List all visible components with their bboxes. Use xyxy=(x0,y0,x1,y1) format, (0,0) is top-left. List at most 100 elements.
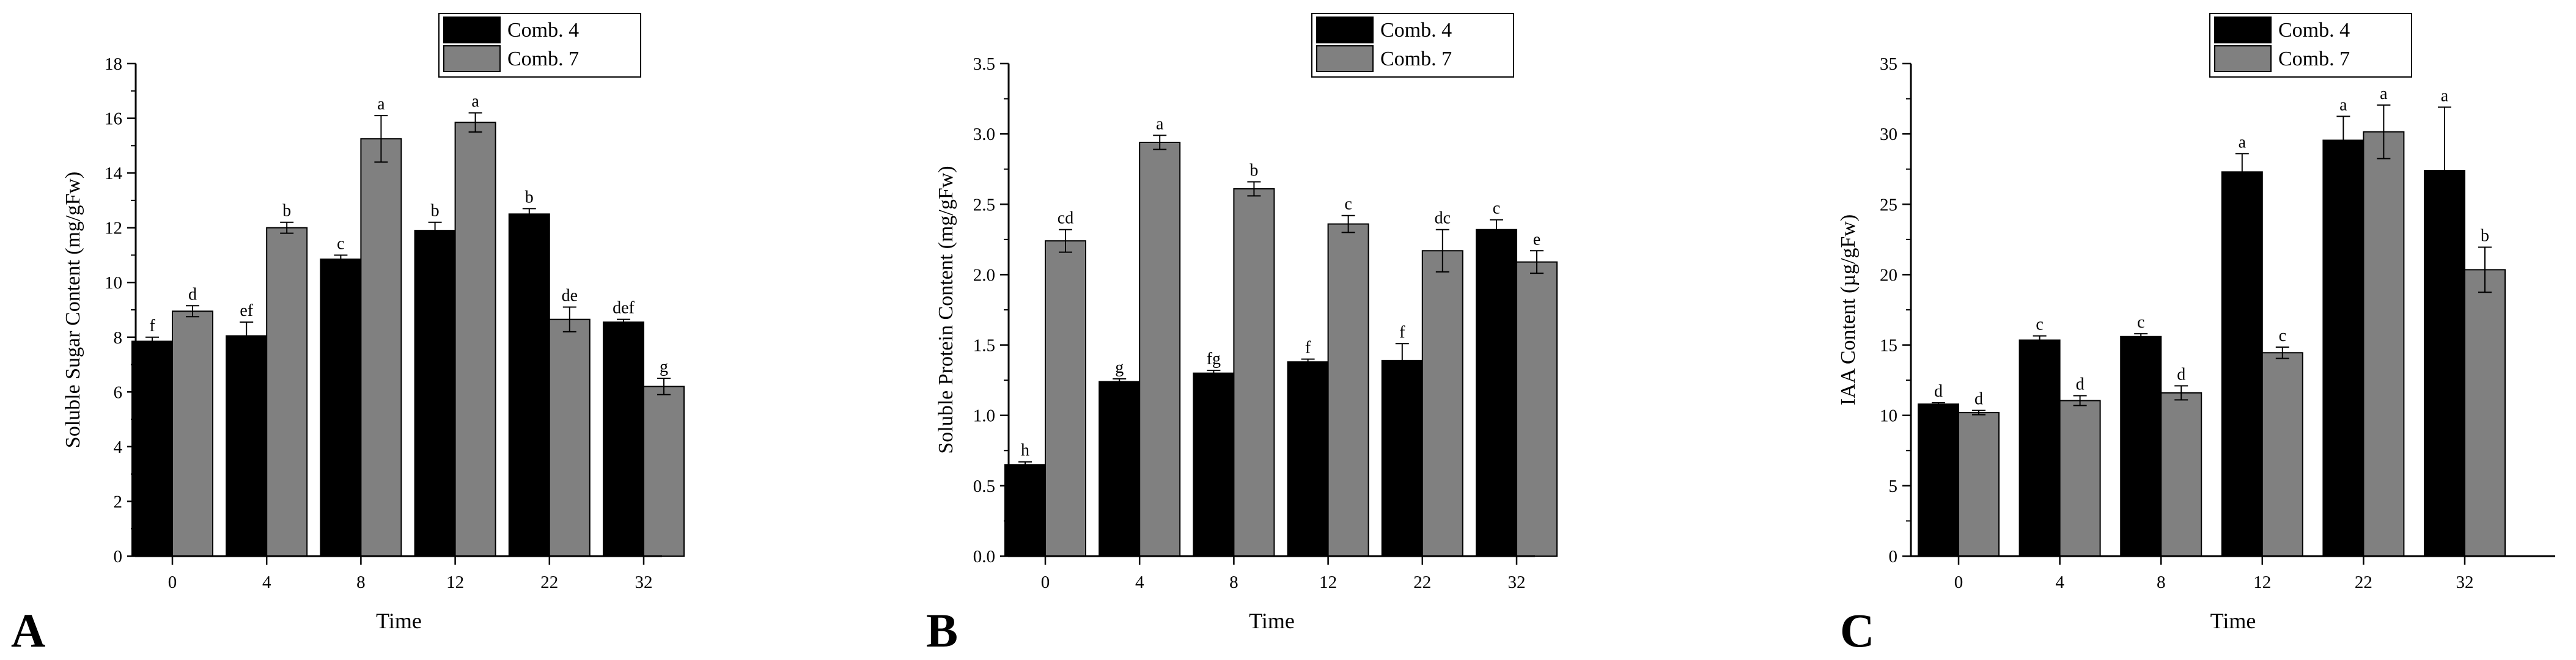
significance-letter: c xyxy=(2279,326,2286,345)
y-axis-title: IAA Content (µg/gFw) xyxy=(1837,215,1860,405)
y-tick-label: 6 xyxy=(114,383,123,402)
significance-letter: d xyxy=(2177,365,2185,384)
y-tick-label: 2 xyxy=(114,492,123,512)
significance-letter: e xyxy=(1533,230,1540,249)
significance-letter: ef xyxy=(240,301,253,320)
x-axis-title: Time xyxy=(376,609,422,633)
y-axis-title: Soluble Protein Content (mg/gFw) xyxy=(935,166,957,453)
significance-letter: a xyxy=(1156,114,1164,133)
x-tick-label: 12 xyxy=(446,573,464,592)
x-tick-label: 4 xyxy=(2055,573,2064,592)
bar-comb7 xyxy=(172,310,213,557)
x-tick-label: 32 xyxy=(2456,573,2474,592)
y-tick-label: 1.0 xyxy=(973,406,995,426)
y-tick-label: 2.0 xyxy=(973,265,995,285)
significance-letter: c xyxy=(1344,195,1352,214)
panel-label: C xyxy=(1840,604,1874,657)
y-tick-label: 15 xyxy=(1880,336,1897,356)
bar-comb7 xyxy=(2160,392,2202,557)
legend-label: Comb. 7 xyxy=(1380,48,1452,70)
bar-comb4 xyxy=(508,213,550,557)
legend-swatch-comb4 xyxy=(1316,16,1374,43)
significance-letter: a xyxy=(2441,86,2449,105)
legend: Comb. 4 Comb. 7 xyxy=(1311,13,1514,78)
bar-comb4 xyxy=(414,230,456,557)
panel-label: A xyxy=(11,604,45,657)
bar-comb4 xyxy=(1098,381,1141,557)
y-axis-title: Soluble Sugar Content (mg/gFw) xyxy=(62,172,84,448)
x-tick-label: 8 xyxy=(356,573,366,592)
significance-letter: b xyxy=(282,202,291,221)
legend-swatch-comb4 xyxy=(2214,16,2272,43)
bar-comb7 xyxy=(454,122,496,557)
chart-panel-a: f ef c b b def d b a a de g 0 2 4 6 8 10 12 14 16 18 0 4 8 12 22 32… xyxy=(11,13,685,657)
legend-label: Comb. 7 xyxy=(2278,48,2350,70)
significance-letter: d xyxy=(188,285,197,304)
bar-comb7 xyxy=(1327,223,1369,557)
y-tick-label: 30 xyxy=(1880,125,1897,144)
legend: Comb. 4 Comb. 7 xyxy=(2209,13,2412,78)
bar-comb4 xyxy=(1287,361,1329,557)
significance-letter: a xyxy=(2339,95,2347,114)
significance-letter: dc xyxy=(1435,209,1451,228)
bar-comb7 xyxy=(1139,141,1181,557)
x-axis-title: Time xyxy=(1249,609,1295,633)
bar-comb7 xyxy=(548,318,591,557)
significance-letter: cd xyxy=(1058,209,1073,228)
significance-letter: a xyxy=(471,92,479,111)
significance-letter: g xyxy=(1115,358,1124,377)
bar-comb4 xyxy=(2322,139,2364,557)
y-tick-label: 1.5 xyxy=(973,336,995,356)
bar-comb7 xyxy=(2363,131,2405,557)
legend-label: Comb. 4 xyxy=(507,19,579,42)
significance-letter: c xyxy=(2137,313,2144,332)
significance-letter: b xyxy=(1249,161,1258,180)
significance-letter: d xyxy=(2076,375,2085,394)
significance-letter: f xyxy=(149,317,155,336)
significance-letter: c xyxy=(2036,315,2043,334)
y-tick-label: 25 xyxy=(1880,195,1897,215)
y-tick-label: 12 xyxy=(105,219,122,238)
significance-letter: a xyxy=(377,95,385,114)
y-tick-label: 8 xyxy=(114,328,123,348)
bar-comb7 xyxy=(2464,269,2506,557)
bar-comb4 xyxy=(320,258,362,557)
x-axis-title: Time xyxy=(2210,609,2256,633)
bar-comb7 xyxy=(266,227,308,557)
bar-comb4 xyxy=(226,335,268,557)
x-tick-label: 4 xyxy=(262,573,271,592)
significance-letter: h xyxy=(1021,441,1029,460)
legend: Comb. 4 Comb. 7 xyxy=(438,13,641,78)
y-tick-label: 14 xyxy=(105,164,123,183)
significance-letter: d xyxy=(1974,390,1983,409)
x-tick-label: 22 xyxy=(1413,573,1431,592)
x-tick-label: 22 xyxy=(540,573,558,592)
bar-comb7 xyxy=(1516,261,1558,557)
x-tick-label: 0 xyxy=(1954,573,1963,592)
x-tick-label: 22 xyxy=(2355,573,2372,592)
bar-comb7 xyxy=(1233,188,1275,557)
bar-comb7 xyxy=(2261,352,2303,557)
significance-letter: b xyxy=(2481,227,2489,246)
bar-comb7 xyxy=(1045,240,1086,557)
bar-comb7 xyxy=(2059,400,2101,557)
bar-comb4 xyxy=(1918,403,1959,557)
significance-letter: f xyxy=(1305,339,1311,358)
significance-letter: a xyxy=(2380,84,2388,103)
legend-swatch-comb7 xyxy=(1316,45,1374,72)
chart-panel-c: d c c a a a d d d c a b 0 5 10 15 20 25 30 35 0 4 8 12 22 32 Time I… xyxy=(1837,13,2555,657)
y-tick-label: 3.5 xyxy=(973,54,995,74)
significance-letter: b xyxy=(525,188,534,207)
y-tick-label: 16 xyxy=(105,109,122,129)
bar-comb7 xyxy=(643,386,685,557)
bar-comb4 xyxy=(131,340,173,557)
bar-comb7 xyxy=(1421,250,1463,557)
y-tick-label: 0 xyxy=(1889,547,1898,566)
y-tick-label: 18 xyxy=(105,54,122,74)
x-tick-label: 4 xyxy=(1135,573,1144,592)
bar-comb4 xyxy=(2221,171,2263,557)
x-tick-label: 12 xyxy=(1319,573,1337,592)
y-tick-label: 0 xyxy=(114,547,123,566)
significance-letter: c xyxy=(337,234,344,253)
